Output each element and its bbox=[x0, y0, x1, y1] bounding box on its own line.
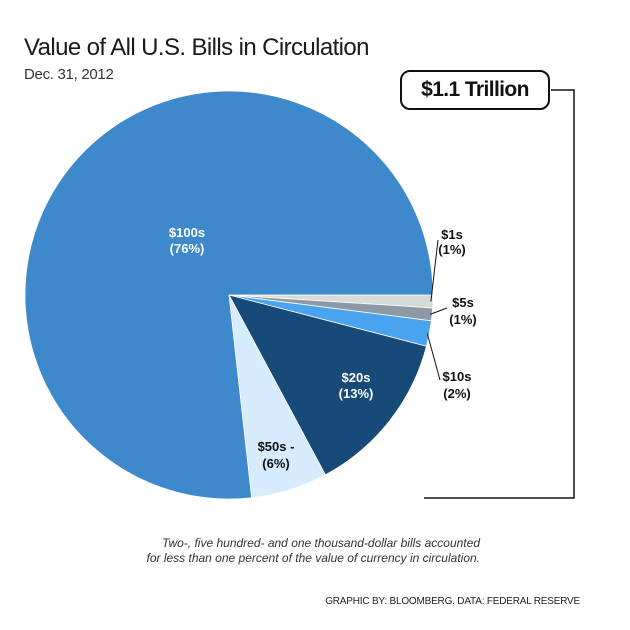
slice-label-100s: $100s bbox=[169, 225, 205, 240]
slice-percent-100s: (76%) bbox=[170, 241, 205, 256]
pie-slices bbox=[24, 90, 434, 500]
chart-subtitle: Dec. 31, 2012 bbox=[24, 66, 114, 83]
slice-labels: $1s(1%)$5s(1%)$10s(2%)$20s(13%)$50s -(6%… bbox=[169, 225, 477, 471]
chart-title: Value of All U.S. Bills in Circulation bbox=[24, 34, 370, 61]
total-bracket bbox=[424, 89, 575, 499]
source-credit: GRAPHIC BY: BLOOMBERG. DATA: FEDERAL RES… bbox=[325, 596, 580, 607]
pie-slice-100s bbox=[24, 90, 434, 500]
slice-percent-5s: (1%) bbox=[449, 312, 476, 327]
connector-1s bbox=[430, 239, 439, 302]
slice-percent-50s: (6%) bbox=[262, 456, 289, 471]
slice-percent-20s: (13%) bbox=[339, 386, 374, 401]
footnote: Two-, five hundred- and one thousand-dol… bbox=[100, 536, 480, 566]
slice-label-20s: $20s bbox=[342, 370, 371, 385]
label-connectors bbox=[426, 239, 448, 381]
footnote-line-1: Two-, five hundred- and one thousand-dol… bbox=[162, 536, 480, 550]
slice-label-10s: $10s bbox=[443, 369, 472, 384]
total-value-badge: $1.1 Trillion bbox=[400, 70, 550, 110]
slice-percent-10s: (2%) bbox=[443, 386, 470, 401]
slice-percent-1s: (1%) bbox=[438, 242, 465, 257]
slice-label-1s: $1s bbox=[441, 227, 463, 242]
connector-10s bbox=[426, 333, 441, 381]
pie-slice-20s bbox=[228, 294, 427, 476]
slice-label-5s: $5s bbox=[452, 295, 474, 310]
footnote-line-2: for less than one percent of the value o… bbox=[146, 551, 480, 565]
slice-label-50s: $50s - bbox=[258, 439, 295, 454]
connector-5s bbox=[429, 307, 448, 315]
